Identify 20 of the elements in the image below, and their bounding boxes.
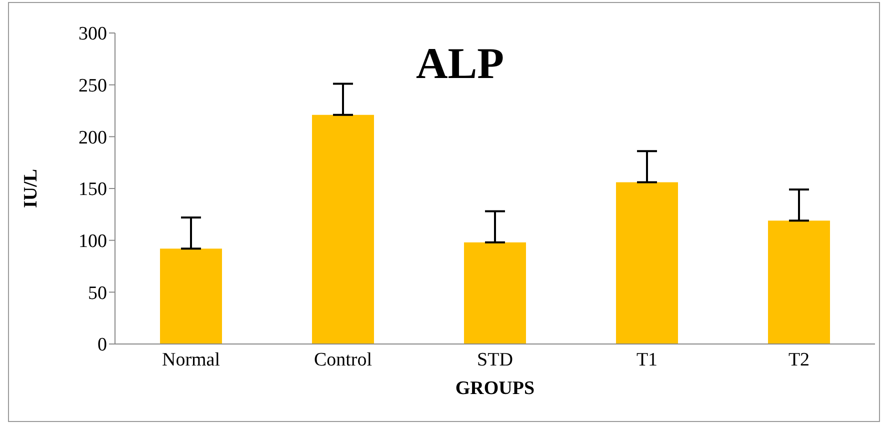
chart-title: ALP: [415, 38, 505, 89]
bar: [616, 182, 678, 344]
x-tick-label: Normal: [162, 349, 220, 370]
y-tick-label: 0: [98, 334, 107, 356]
y-tick-label: 50: [88, 282, 107, 304]
x-tick-label: T1: [636, 349, 658, 370]
y-axis-title: IU/L: [20, 168, 42, 208]
bar: [768, 220, 830, 344]
y-tick-label: 150: [78, 179, 107, 200]
y-tick-label: 300: [78, 24, 107, 45]
x-tick-label: T2: [788, 349, 810, 370]
bar: [312, 114, 374, 344]
x-axis-title: GROUPS: [455, 378, 535, 399]
x-tick-label: STD: [477, 349, 513, 370]
y-tick-label: 250: [78, 76, 107, 97]
bar: [160, 248, 222, 344]
x-tick-label: Control: [314, 349, 372, 370]
y-tick-label: 200: [78, 127, 107, 148]
bar: [464, 242, 526, 344]
y-tick-label: 100: [78, 231, 107, 252]
